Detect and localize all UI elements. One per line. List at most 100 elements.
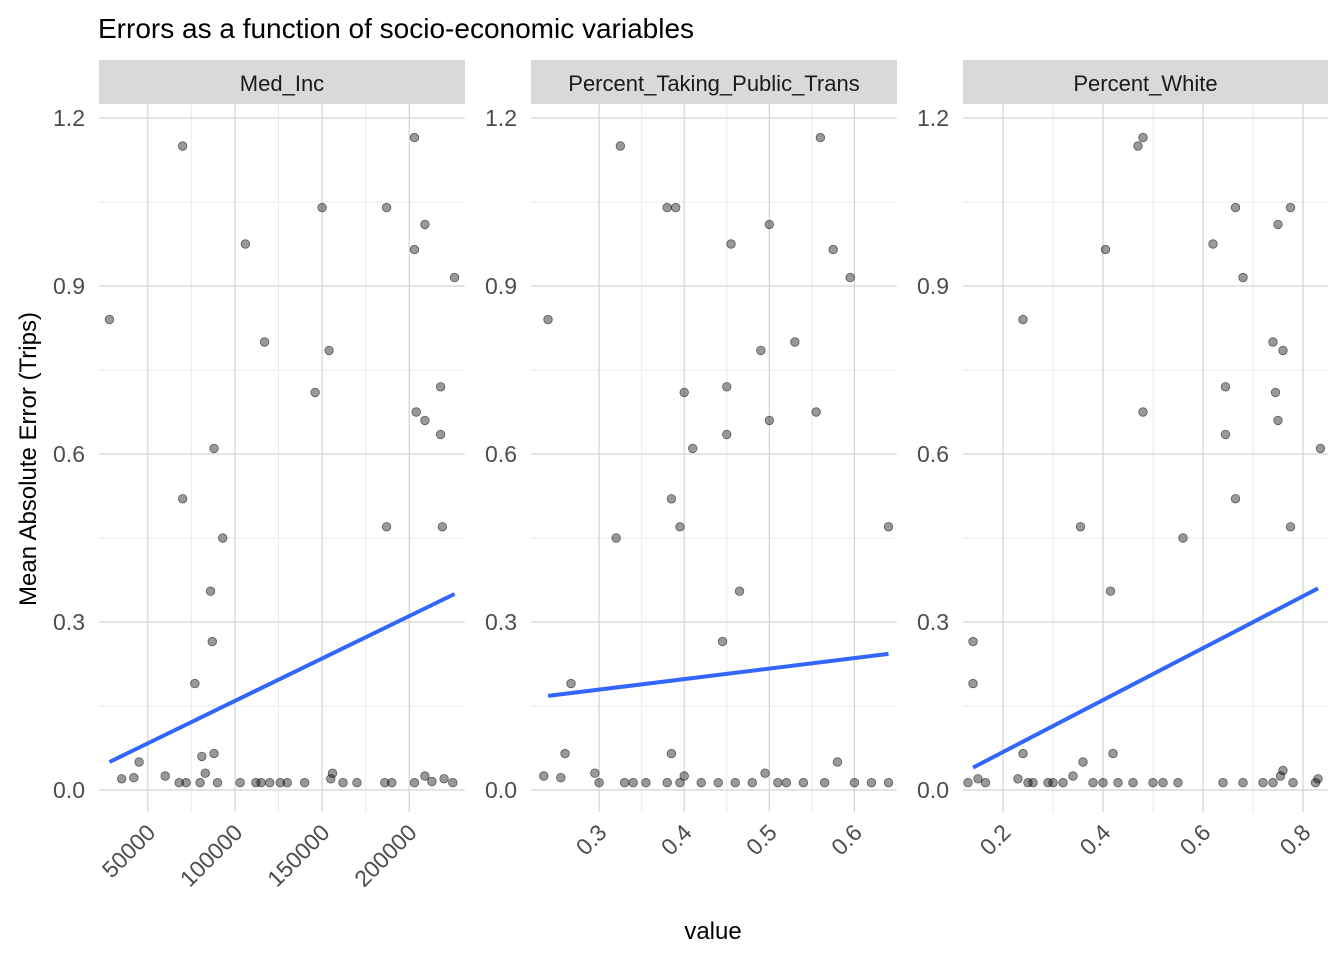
data-point — [590, 768, 600, 778]
data-point — [449, 272, 460, 283]
data-point — [259, 337, 270, 347]
data-point — [1278, 765, 1288, 776]
data-point — [116, 774, 127, 784]
data-point — [1148, 778, 1158, 788]
x-tick-label: 0.6 — [826, 819, 867, 860]
data-point — [747, 778, 758, 788]
data-point — [828, 244, 838, 255]
data-point — [326, 774, 336, 784]
data-point — [387, 778, 397, 788]
data-point — [849, 778, 860, 788]
data-point — [560, 748, 570, 759]
data-point — [1058, 778, 1068, 788]
data-point — [815, 132, 826, 143]
data-point — [1288, 778, 1298, 788]
data-point — [439, 774, 449, 784]
data-point — [1088, 778, 1098, 788]
data-point — [104, 314, 115, 325]
data-point — [409, 132, 420, 143]
y-tick-label: 1.2 — [485, 105, 517, 131]
data-point — [200, 768, 211, 778]
x-tick-label: 100000 — [175, 819, 248, 892]
data-point — [1138, 132, 1148, 143]
data-point — [696, 778, 706, 788]
data-point — [190, 678, 200, 689]
data-point — [1258, 778, 1268, 788]
data-point — [381, 522, 392, 532]
data-point — [177, 494, 188, 504]
y-tick-label: 0.6 — [485, 441, 517, 467]
data-point — [1078, 757, 1088, 767]
data-point — [212, 778, 223, 788]
data-point — [195, 778, 205, 788]
data-point — [628, 778, 638, 788]
data-point — [641, 778, 651, 788]
data-point — [963, 778, 973, 788]
data-point — [435, 429, 446, 440]
y-tick-label: 1.2 — [917, 105, 949, 131]
data-point — [1068, 771, 1078, 781]
data-point — [380, 778, 390, 788]
data-point — [666, 494, 677, 504]
data-point — [1230, 494, 1241, 504]
data-point — [1218, 778, 1228, 788]
data-point — [866, 778, 877, 788]
data-point — [675, 778, 685, 788]
facet-Med_Inc: Med_Inc 0.0 0.3 0.6 0.9 1.2 50000 100000 150000 2… — [53, 60, 465, 892]
y-tick-label: 0.6 — [53, 441, 85, 467]
data-point — [1108, 748, 1118, 759]
data-point — [1100, 244, 1111, 255]
facet-strip-label: Percent_White — [1073, 71, 1217, 96]
x-tick-label: 0.2 — [975, 819, 1016, 860]
data-point — [275, 778, 285, 788]
data-point — [134, 757, 144, 767]
x-tick-label: 0.8 — [1275, 819, 1316, 860]
data-point — [299, 778, 310, 788]
data-point — [1028, 778, 1038, 788]
data-point — [730, 778, 740, 788]
data-point — [968, 636, 978, 647]
data-point — [1268, 337, 1278, 347]
data-point — [338, 778, 348, 788]
data-point — [310, 387, 320, 398]
data-point — [1178, 533, 1188, 543]
facet-Percent_Taking_Public_Trans: Percent_Taking_Public_Trans 0.0 0.3 0.6 0.9 1… — [485, 60, 897, 860]
data-point — [980, 778, 991, 788]
data-point — [181, 778, 191, 788]
data-point — [764, 415, 775, 426]
x-axis-title: value — [684, 918, 741, 945]
data-point — [240, 239, 251, 249]
facet-strip — [99, 60, 465, 104]
data-point — [756, 345, 766, 356]
y-tick-label: 0.0 — [917, 777, 949, 803]
trend-line — [108, 592, 456, 764]
y-tick-label: 0.0 — [485, 777, 517, 803]
data-point — [448, 778, 458, 788]
data-point — [251, 778, 261, 788]
data-point — [1075, 522, 1086, 532]
data-point — [1268, 778, 1278, 788]
data-point — [1208, 239, 1218, 249]
data-point — [968, 678, 978, 689]
data-point — [420, 219, 430, 230]
data-point — [174, 778, 184, 788]
data-point — [1018, 748, 1028, 759]
data-point — [205, 586, 216, 596]
data-point — [1098, 778, 1108, 788]
data-point — [781, 778, 792, 788]
data-point — [688, 443, 698, 454]
data-point — [734, 586, 745, 596]
y-tick-label: 0.9 — [917, 273, 949, 299]
data-point — [324, 345, 334, 356]
data-point — [420, 771, 430, 781]
data-point — [409, 778, 420, 788]
data-point — [615, 141, 626, 151]
data-point — [713, 778, 723, 788]
x-tick-label: 0.6 — [1175, 819, 1216, 860]
data-point — [611, 533, 621, 543]
data-point — [811, 407, 821, 417]
data-point — [1273, 219, 1283, 230]
data-point — [1113, 778, 1123, 788]
data-point — [619, 778, 630, 788]
x-tick-label: 0.3 — [571, 819, 612, 860]
